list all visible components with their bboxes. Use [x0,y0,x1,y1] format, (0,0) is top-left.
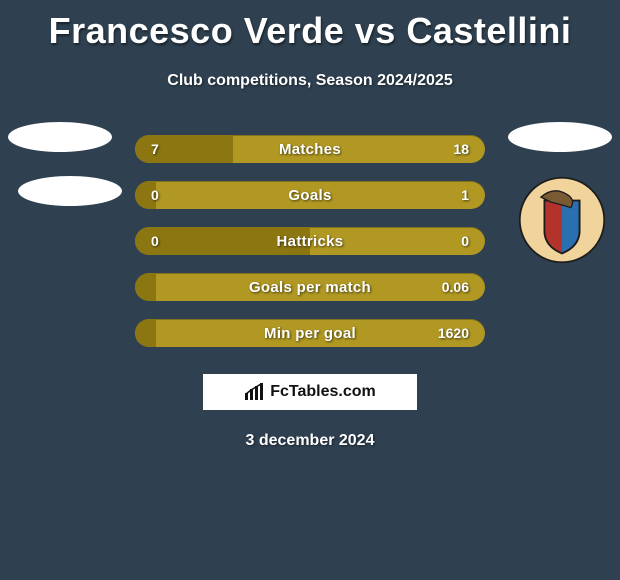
watermark: FcTables.com [203,374,417,410]
chart-icon [244,383,264,401]
stat-row: 1620 Min per goal [0,310,620,356]
stat-row: 0.06 Goals per match [0,264,620,310]
watermark-text: FcTables.com [270,383,376,401]
stat-row: 0 1 Goals [0,172,620,218]
comparison-rows: 7 18 Matches 0 1 Goals 0 0 Hattricks 0.0… [0,126,620,356]
stat-label: Hattricks [135,227,485,255]
stat-label: Goals [135,181,485,209]
stat-bar: 1620 Min per goal [135,319,485,347]
stat-bar: 0 1 Goals [135,181,485,209]
subtitle: Club competitions, Season 2024/2025 [0,72,620,90]
stat-bar: 7 18 Matches [135,135,485,163]
stat-row: 0 0 Hattricks [0,218,620,264]
page-title: Francesco Verde vs Castellini [0,0,620,52]
stat-label: Matches [135,135,485,163]
stat-bar: 0.06 Goals per match [135,273,485,301]
stat-label: Goals per match [135,273,485,301]
date: 3 december 2024 [0,432,620,450]
stat-row: 7 18 Matches [0,126,620,172]
stat-bar: 0 0 Hattricks [135,227,485,255]
stat-label: Min per goal [135,319,485,347]
